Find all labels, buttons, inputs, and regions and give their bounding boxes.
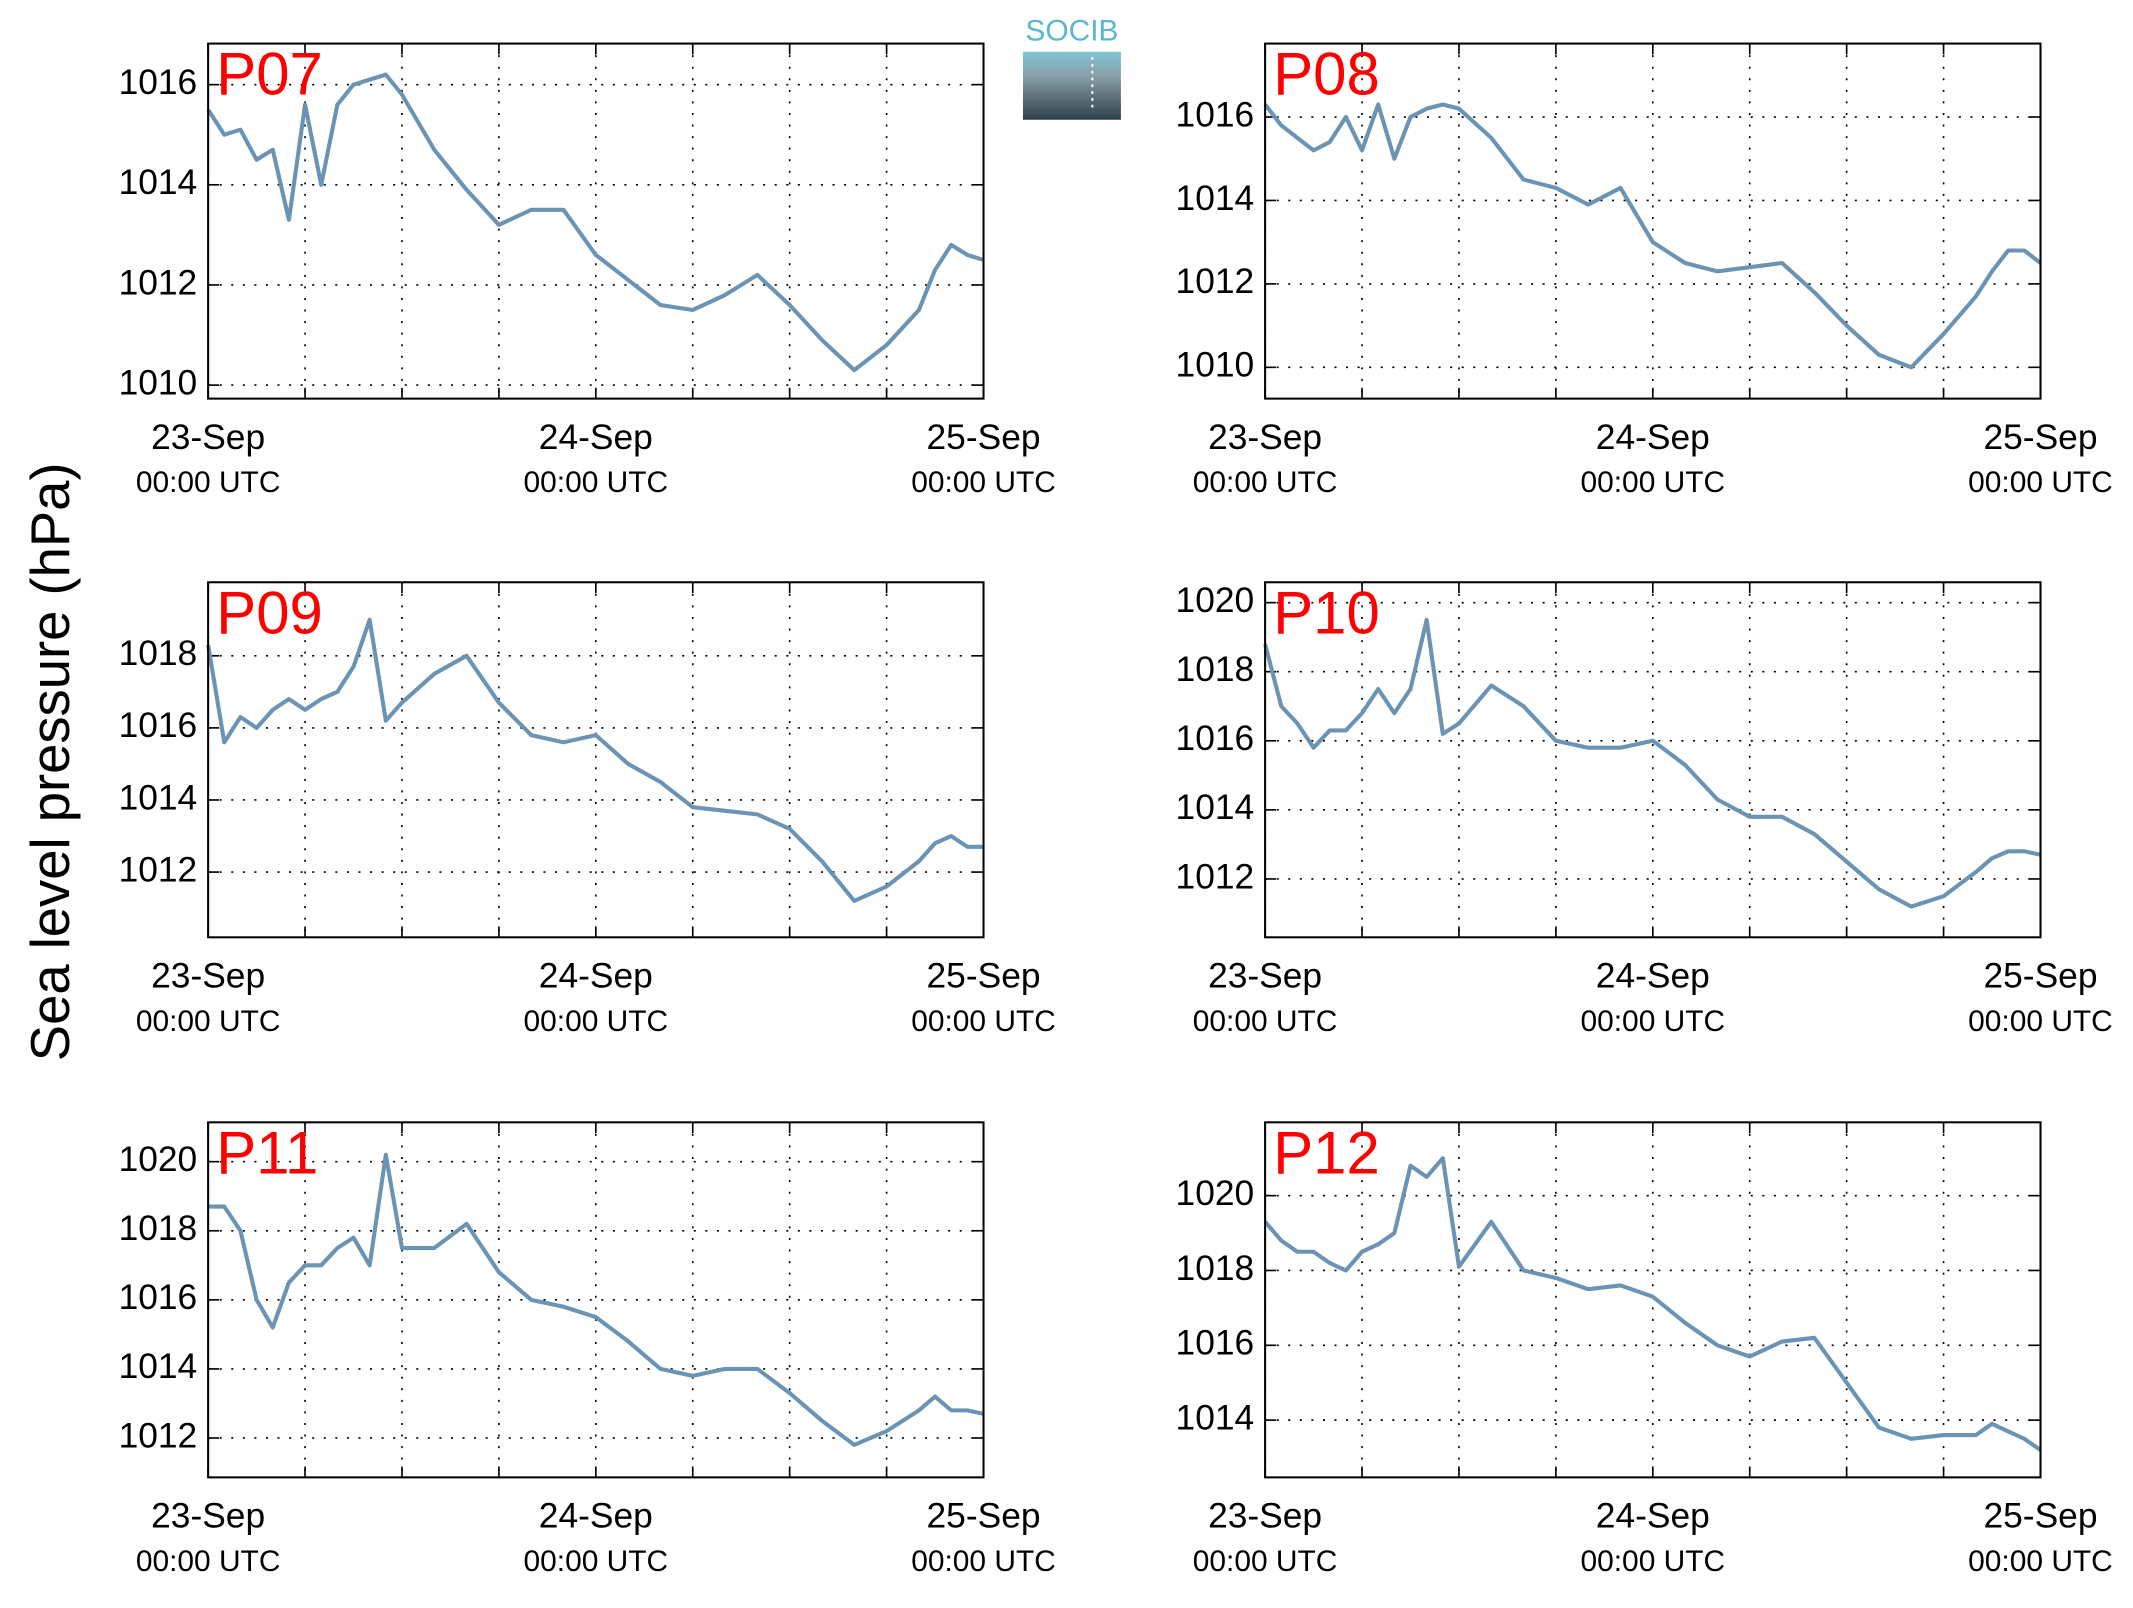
y-tick-label: 1012 <box>119 263 198 302</box>
logo: SOCIB <box>1022 15 1121 120</box>
y-axis-label: Sea level pressure (hPa) <box>20 462 81 1061</box>
x-tick-label: 23-Sep <box>151 956 265 995</box>
x-tick-label: 24-Sep <box>539 956 653 995</box>
y-tick-label: 1020 <box>119 1140 198 1179</box>
panel: 1010 1012 1014 1016 23-Sep 00:00 UTC 24-Sep 00:… <box>1176 41 2113 499</box>
logo-text: SOCIB <box>1025 15 1118 48</box>
x-tick-sublabel: 00:00 UTC <box>1580 1005 1725 1038</box>
x-tick-label: 24-Sep <box>1596 956 1710 995</box>
x-tick-sublabel: 00:00 UTC <box>136 466 281 499</box>
x-tick-label: 24-Sep <box>539 418 653 457</box>
axes-frame <box>1264 581 2042 939</box>
x-tick-label: 24-Sep <box>539 1497 653 1536</box>
y-tick-label: 1010 <box>119 363 198 402</box>
x-tick-label: 25-Sep <box>927 956 1041 995</box>
y-tick-label: 1016 <box>119 63 198 102</box>
x-tick-label: 25-Sep <box>1983 956 2097 995</box>
y-tick-label: 1012 <box>119 1416 198 1455</box>
x-tick-label: 23-Sep <box>1208 956 1322 995</box>
x-tick-sublabel: 00:00 UTC <box>524 466 669 499</box>
x-tick-label: 25-Sep <box>1983 418 2097 457</box>
y-tick-label: 1014 <box>119 778 198 817</box>
panel-title: P11 <box>216 1119 318 1186</box>
y-tick-label: 1016 <box>119 706 198 745</box>
logo-mark <box>1022 51 1121 120</box>
x-tick-sublabel: 00:00 UTC <box>1193 1005 1338 1038</box>
y-tick-label: 1018 <box>1176 1249 1255 1288</box>
data-line <box>208 1152 984 1447</box>
panel-title: P09 <box>216 579 322 646</box>
x-tick-label: 23-Sep <box>151 1497 265 1536</box>
x-tick-sublabel: 00:00 UTC <box>524 1545 669 1578</box>
y-tick-label: 1016 <box>1176 95 1255 134</box>
x-tick-sublabel: 00:00 UTC <box>1968 466 2113 499</box>
x-tick-sublabel: 00:00 UTC <box>911 466 1056 499</box>
y-tick-label: 1012 <box>1176 262 1255 301</box>
data-line <box>1263 1156 2042 1452</box>
data-line <box>1263 102 2042 370</box>
x-tick-sublabel: 00:00 UTC <box>911 1545 1056 1578</box>
data-line <box>1263 617 2041 909</box>
x-tick-label: 25-Sep <box>927 418 1041 457</box>
panel: 1014 1016 1018 1020 23-Sep 00:00 UTC 24-Sep 00:… <box>1176 1119 2113 1577</box>
panel-title: P10 <box>1273 579 1379 646</box>
x-tick-sublabel: 00:00 UTC <box>136 1545 281 1578</box>
axes-frame <box>1264 42 2042 400</box>
data-line <box>206 72 985 373</box>
x-tick-sublabel: 00:00 UTC <box>136 1005 281 1038</box>
y-tick-label: 1014 <box>119 163 198 202</box>
x-tick-sublabel: 00:00 UTC <box>1580 1545 1725 1578</box>
y-tick-label: 1014 <box>119 1347 198 1386</box>
y-tick-label: 1018 <box>1176 650 1255 689</box>
x-tick-sublabel: 00:00 UTC <box>1580 466 1725 499</box>
y-tick-label: 1020 <box>1176 1174 1255 1213</box>
y-tick-label: 1012 <box>1176 857 1255 896</box>
panel-title: P12 <box>1273 1119 1379 1186</box>
data-line <box>206 617 984 903</box>
x-tick-sublabel: 00:00 UTC <box>911 1005 1056 1038</box>
x-tick-sublabel: 00:00 UTC <box>1193 466 1338 499</box>
x-tick-sublabel: 00:00 UTC <box>524 1005 669 1038</box>
panel: 1012 1014 1016 1018 23-Sep 00:00 UTC 24-Sep 00:… <box>119 579 1056 1037</box>
panel: 1012 1014 1016 1018 1020 23-Sep 00:00 UTC 24-Se… <box>1176 579 2113 1037</box>
x-tick-label: 24-Sep <box>1596 418 1710 457</box>
y-tick-label: 1014 <box>1176 788 1255 827</box>
panel: 1010 1012 1014 1016 23-Sep 00:00 UTC 24-Sep 00:… <box>119 41 1056 499</box>
y-tick-label: 1018 <box>119 634 198 673</box>
x-tick-label: 23-Sep <box>1208 1497 1322 1536</box>
panel-title: P08 <box>1273 41 1379 108</box>
x-tick-sublabel: 00:00 UTC <box>1193 1545 1338 1578</box>
y-tick-label: 1018 <box>119 1209 198 1248</box>
y-tick-label: 1016 <box>1176 719 1255 758</box>
axes-frame <box>207 1121 985 1479</box>
y-tick-label: 1020 <box>1176 581 1255 620</box>
y-tick-label: 1016 <box>119 1278 198 1317</box>
x-tick-label: 23-Sep <box>151 418 265 457</box>
panel: 1012 1014 1016 1018 1020 23-Sep 00:00 UTC 24-Se… <box>119 1119 1056 1577</box>
y-tick-label: 1012 <box>119 850 198 889</box>
y-tick-label: 1016 <box>1176 1324 1255 1363</box>
x-tick-sublabel: 00:00 UTC <box>1968 1545 2113 1578</box>
x-tick-label: 23-Sep <box>1208 418 1322 457</box>
x-tick-label: 24-Sep <box>1596 1497 1710 1536</box>
y-tick-label: 1014 <box>1176 179 1255 218</box>
axes-frame <box>207 42 985 400</box>
panel-title: P07 <box>216 41 322 108</box>
y-tick-label: 1014 <box>1176 1398 1255 1437</box>
axes-frame <box>1264 1121 2042 1479</box>
axes-frame <box>207 581 985 939</box>
y-tick-label: 1010 <box>1176 346 1255 385</box>
x-tick-sublabel: 00:00 UTC <box>1968 1005 2113 1038</box>
x-tick-label: 25-Sep <box>927 1497 1041 1536</box>
x-tick-label: 25-Sep <box>1983 1497 2097 1536</box>
